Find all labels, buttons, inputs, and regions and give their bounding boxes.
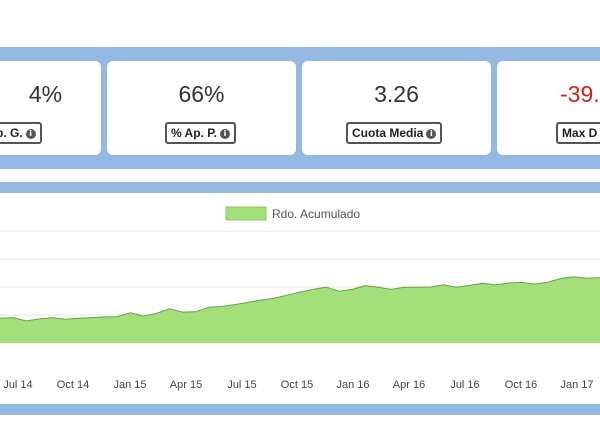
chart-band-top (0, 182, 600, 193)
stat-label-badge[interactable]: p. G.i (0, 122, 42, 144)
stat-label: % Ap. P. (171, 126, 218, 140)
x-tick-label: Jan 17 (560, 379, 593, 391)
x-tick-label: Apr 16 (393, 379, 425, 391)
legend-swatch (225, 206, 267, 221)
x-tick-label: Oct 14 (57, 379, 89, 391)
stat-label-badge[interactable]: Cuota Media i (346, 122, 443, 144)
info-circle-icon[interactable]: i (426, 128, 437, 139)
x-tick-label: Oct 16 (505, 379, 537, 391)
x-tick-label: Jul 14 (3, 379, 32, 391)
stat-value: -39. (560, 81, 600, 107)
x-tick-label: Jul 16 (450, 379, 479, 391)
stat-card-2: 66% % Ap. P. i (107, 61, 296, 155)
stat-value: 4% (28, 81, 63, 107)
stat-label: Cuota Media (352, 126, 424, 140)
legend-label: Rdo. Acumulado (272, 207, 360, 221)
stat-label-badge[interactable]: Max D (556, 122, 600, 144)
stat-card-3: 3.26 Cuota Media i (302, 61, 491, 155)
info-circle-icon[interactable]: i (25, 128, 36, 139)
stat-value: 66% (178, 81, 225, 107)
info-circle-icon[interactable]: i (220, 128, 231, 139)
stat-label: p. G. (0, 126, 23, 140)
stat-label-badge[interactable]: % Ap. P. i (165, 122, 237, 144)
stat-card-1: 4% p. G.i (0, 61, 101, 155)
chart-band-bottom (0, 404, 600, 415)
x-tick-label: Apr 15 (170, 379, 202, 391)
x-tick-label: Jan 15 (113, 379, 146, 391)
x-tick-label: Oct 15 (281, 379, 313, 391)
stat-label: Max D (562, 126, 598, 140)
x-tick-label: Jan 16 (336, 379, 369, 391)
stat-value: 3.26 (374, 81, 419, 107)
area-series (0, 276, 600, 343)
chart-container: Rdo. Acumulado Jul 14 Oct 14 Jan 15 Apr 15 Ju… (0, 193, 600, 404)
stat-card-4: -39. Max D (497, 61, 600, 155)
x-tick-label: Jul 15 (227, 379, 256, 391)
area-series-line (0, 276, 600, 322)
area-chart: Rdo. Acumulado Jul 14 Oct 14 Jan 15 Apr 15 Ju… (0, 206, 600, 391)
